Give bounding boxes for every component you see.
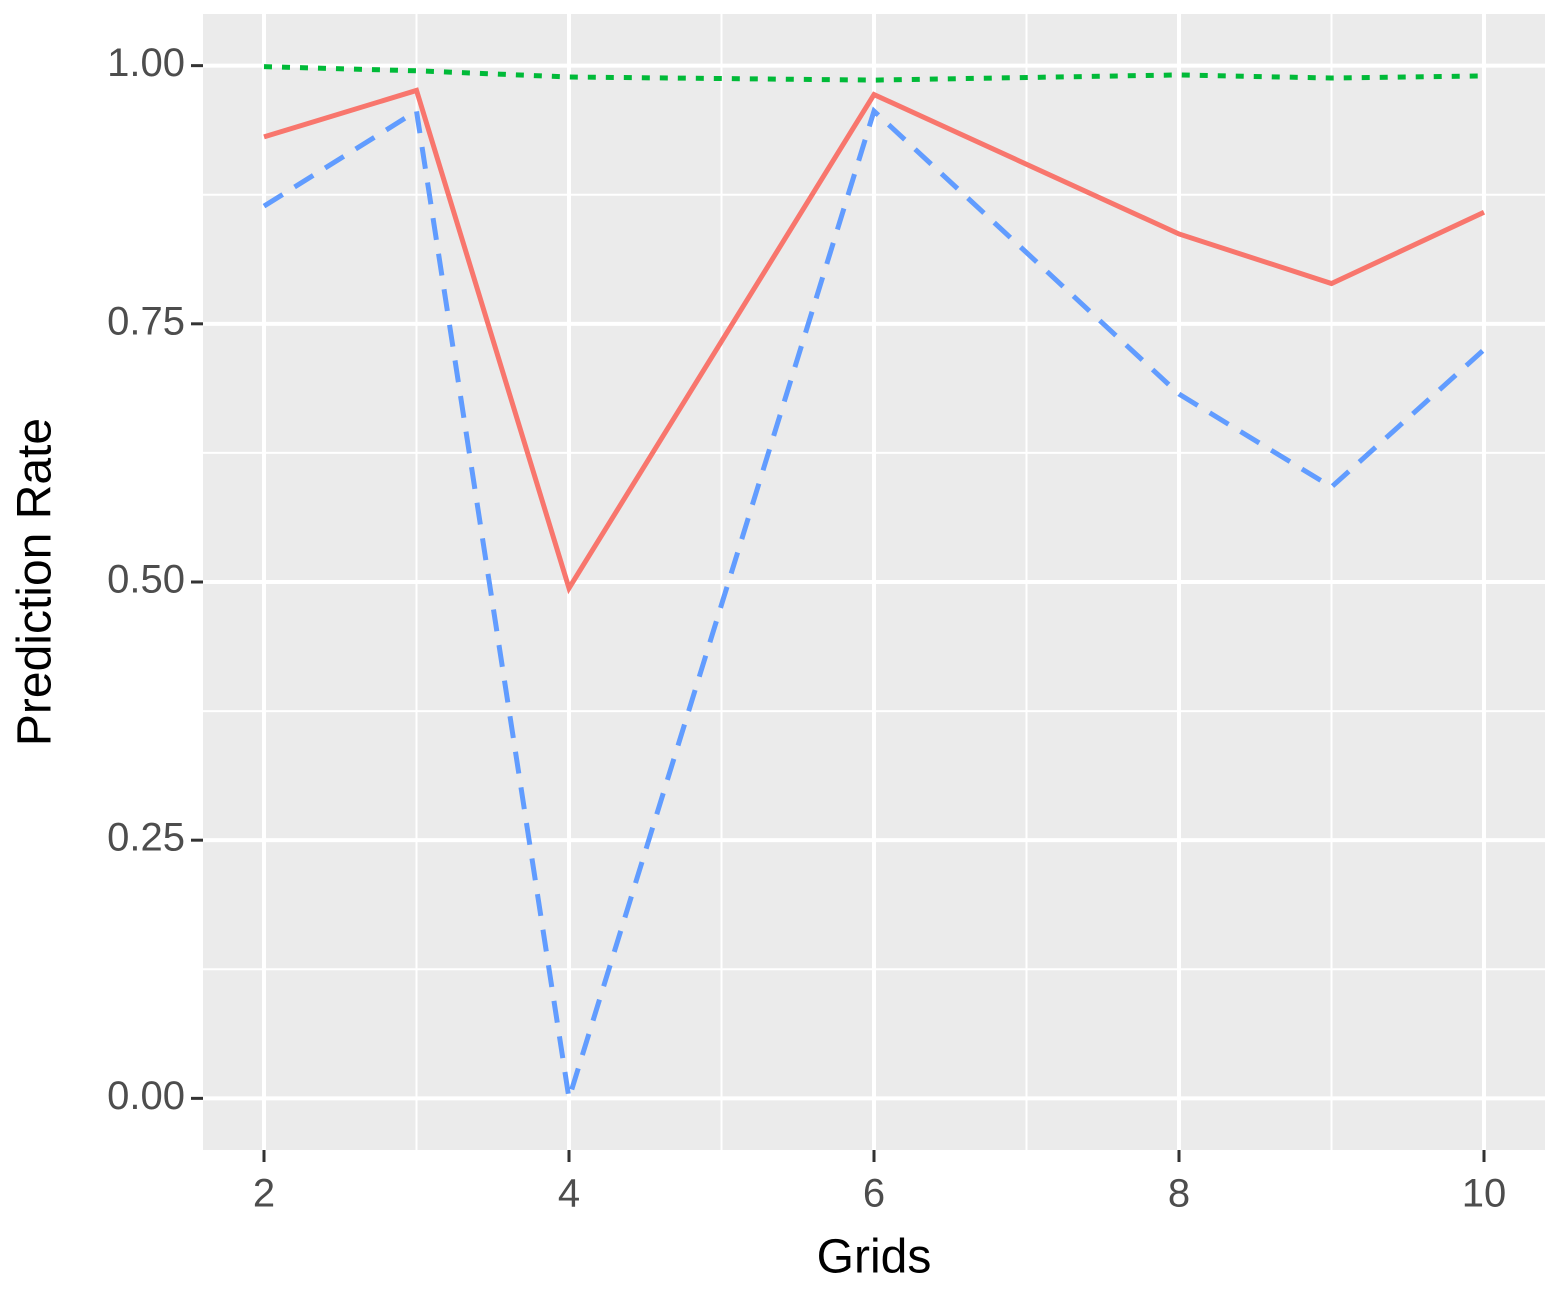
series-line: [263, 64, 1485, 83]
x-tick-label: 4: [558, 1172, 580, 1216]
x-tick-label: 6: [863, 1172, 885, 1216]
y-tick-label: 0.50: [107, 558, 185, 602]
y-axis-title: Prediction Rate: [9, 418, 62, 746]
y-tick-label: 0.00: [107, 1074, 185, 1118]
marks: [262, 64, 1486, 1100]
x-axis-title: Grids: [817, 1231, 932, 1284]
x-tick-label: 2: [253, 1172, 275, 1216]
x-tick-label: 10: [1462, 1172, 1507, 1216]
x-tick-label: 8: [1168, 1172, 1190, 1216]
series-line: [262, 106, 1486, 1100]
y-tick-label: 0.25: [107, 816, 185, 860]
y-tick-label: 1.00: [107, 41, 185, 85]
y-tick-label: 0.75: [107, 299, 185, 343]
series-line: [263, 87, 1486, 595]
